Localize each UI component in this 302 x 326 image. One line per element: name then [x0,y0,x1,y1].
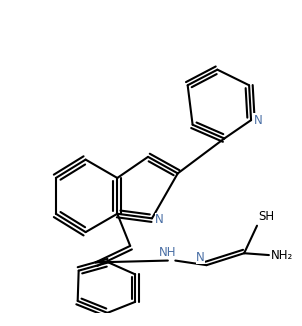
Text: N: N [196,251,205,264]
Text: N: N [253,114,262,126]
Text: NH: NH [159,246,177,259]
Text: SH: SH [259,210,275,223]
Text: N: N [155,213,164,226]
Text: NH₂: NH₂ [270,248,293,261]
